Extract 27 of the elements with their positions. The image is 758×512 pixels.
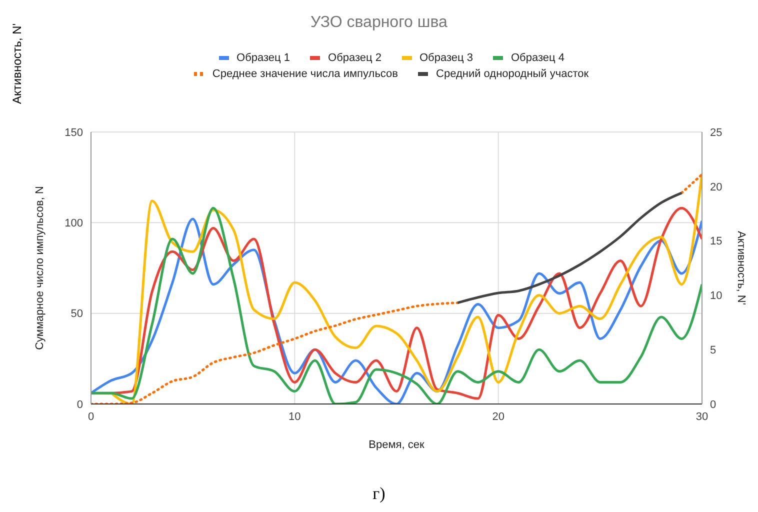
chart-title: УЗО сварного шва	[310, 14, 448, 31]
x-tick-label: 0	[88, 410, 94, 423]
y-tick-label: 100	[64, 218, 83, 230]
y2-tick-label: 15	[710, 236, 722, 248]
y2-tick-label: 10	[710, 290, 722, 302]
legend-label: Образец 1	[236, 52, 290, 64]
y-axis-title: Суммарное число импульсов, N	[34, 186, 46, 350]
text: Активность, N'	[10, 22, 25, 104]
legend-label: Среднее значение числа импульсов	[211, 68, 398, 80]
legend-label: Образец 4	[510, 52, 564, 64]
x-tick-label: 10	[288, 410, 301, 423]
y-tick-label: 150	[64, 126, 83, 139]
y-tick-label: 50	[70, 308, 83, 320]
y2-tick-label: 5	[710, 344, 716, 357]
x-axis-title: Время, сек	[368, 439, 424, 451]
legend-label: Средний однородный участок	[435, 68, 589, 80]
legend-label: Образец 2	[327, 52, 382, 64]
y2-tick-label: 25	[710, 126, 722, 139]
text: г)	[372, 484, 386, 504]
y2-tick-label: 0	[710, 398, 716, 411]
y2-tick-label: 20	[710, 181, 722, 194]
y-tick-label: 0	[76, 398, 83, 411]
x-tick-label: 20	[492, 410, 504, 423]
y2-axis-title: Активность, N'	[735, 231, 748, 305]
x-tick-label: 30	[696, 410, 708, 423]
legend-label: Образец 3	[418, 52, 473, 64]
line-series	[456, 192, 683, 304]
